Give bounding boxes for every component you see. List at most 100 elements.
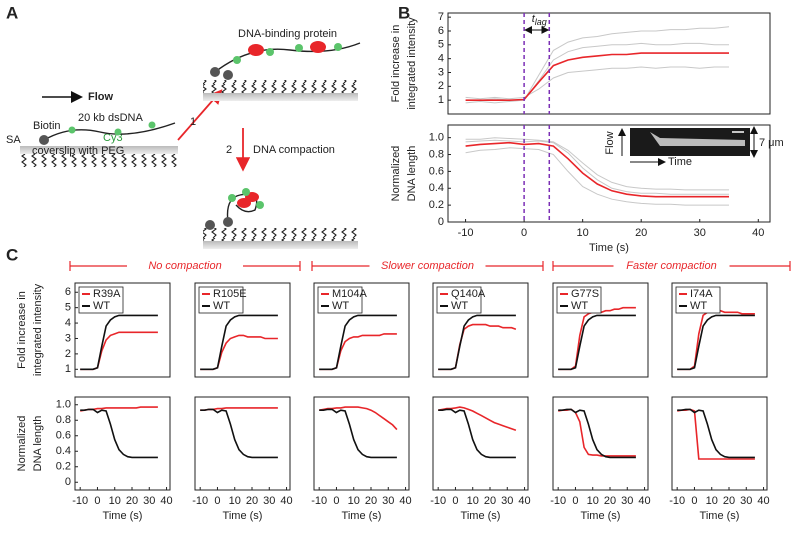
y-tick-label: 0.6: [56, 430, 71, 442]
plot-frame: [432, 282, 529, 378]
x-axis-label: Time (s): [581, 510, 621, 522]
x-tick-label: 20: [365, 495, 377, 507]
x-tick-label: 20: [604, 495, 616, 507]
legend-box: [317, 286, 363, 314]
x-tick-label: 40: [638, 495, 650, 507]
x-tick-label: 20: [723, 495, 735, 507]
bracket-gap: [369, 258, 486, 274]
group-label: No compaction: [148, 260, 221, 272]
x-tick-label: 10: [109, 495, 121, 507]
diagram: Flow 20 kb dsDNA Biotin SA Cy3 coverslip…: [6, 28, 361, 249]
series-line: [200, 334, 278, 371]
x-tick-label: 20: [635, 227, 647, 239]
series-line: [465, 52, 729, 101]
x-axis-label: Time (s): [223, 510, 263, 522]
lag-label-sub: lag: [535, 17, 547, 27]
x-tick-label: 20: [484, 495, 496, 507]
plot-frame: [74, 282, 171, 378]
y-axis-label: Fold increase in: [16, 291, 28, 369]
y-tick-label: 0.4: [429, 182, 444, 194]
series-line: [80, 314, 158, 371]
series-line: [465, 137, 729, 191]
y-tick-label: 2: [438, 80, 444, 92]
series-line: [438, 406, 517, 432]
x-axis-label: Time (s): [342, 510, 382, 522]
x-tick-label: 10: [229, 495, 241, 507]
series-line: [677, 408, 755, 459]
series-line: [80, 331, 158, 371]
y-tick-label: 1: [65, 363, 71, 375]
series-line: [200, 314, 278, 371]
x-tick-label: 10: [348, 495, 360, 507]
x-axis-label: Time (s): [103, 510, 143, 522]
y-tick-label: 1.0: [56, 399, 71, 411]
x-tick-label: 40: [752, 227, 764, 239]
legend-label: WT: [571, 300, 588, 312]
series-line: [677, 309, 755, 371]
label: 2: [226, 144, 232, 156]
x-tick-label: 30: [382, 495, 394, 507]
y-tick-label: 0.2: [56, 461, 71, 473]
y-tick-label: 6: [65, 286, 71, 298]
series-line: [465, 66, 729, 100]
y-tick-label: 3: [438, 66, 444, 78]
series-line: [438, 314, 516, 371]
x-axis-label: Time (s): [589, 242, 629, 254]
y-tick-label: 0.4: [56, 445, 71, 457]
label: SA: [6, 134, 21, 146]
series-line: [677, 314, 755, 371]
plot-frame: [447, 12, 771, 115]
y-tick-label: 4: [438, 53, 444, 65]
x-tick-label: 0: [333, 495, 339, 507]
series-line: [465, 141, 729, 198]
y-tick-label: 0.8: [56, 414, 71, 426]
legend-label: WT: [213, 300, 230, 312]
label: 1: [190, 116, 196, 128]
series-line: [319, 314, 397, 371]
x-tick-label: -10: [192, 495, 208, 507]
y-tick-label: 7: [438, 11, 444, 23]
x-tick-label: 30: [694, 227, 706, 239]
series-line: [465, 42, 729, 101]
x-tick-label: 0: [521, 227, 527, 239]
panel-label: B: [398, 3, 410, 22]
y-axis-label: DNA length: [406, 146, 418, 202]
legend-box: [675, 286, 721, 314]
legend-label: G77S: [571, 288, 599, 300]
x-tick-label: -10: [430, 495, 446, 507]
plot-frame: [671, 282, 768, 378]
y-axis-label: integrated intensity: [406, 17, 418, 110]
y-tick-label: 0.6: [429, 165, 444, 177]
lag-label-main: t: [532, 13, 536, 25]
x-tick-label: 10: [706, 495, 718, 507]
legend-box: [556, 286, 602, 314]
series-line: [319, 333, 397, 371]
x-tick-label: 30: [621, 495, 633, 507]
y-tick-label: 0.2: [429, 199, 444, 211]
x-tick-label: 30: [263, 495, 275, 507]
x-tick-label: 20: [126, 495, 138, 507]
label: Flow: [88, 91, 113, 103]
label: 7 μm: [759, 137, 784, 149]
series-line: [438, 323, 517, 371]
x-tick-label: 30: [501, 495, 513, 507]
panel-label: A: [6, 3, 18, 22]
x-axis-label: Time (s): [461, 510, 501, 522]
y-axis-label: integrated intensity: [32, 283, 44, 376]
legend-label: WT: [332, 300, 349, 312]
y-tick-label: 4: [65, 317, 71, 329]
y-tick-label: 5: [438, 39, 444, 51]
y-axis-label: DNA length: [32, 416, 44, 472]
y-tick-label: 2: [65, 348, 71, 360]
label: Time: [668, 156, 692, 168]
panel-label: C: [6, 245, 18, 264]
y-tick-label: 1: [438, 94, 444, 106]
series-line: [465, 26, 730, 104]
y-tick-label: 3: [65, 332, 71, 344]
x-tick-label: -10: [458, 227, 474, 239]
legend-box: [198, 286, 244, 314]
